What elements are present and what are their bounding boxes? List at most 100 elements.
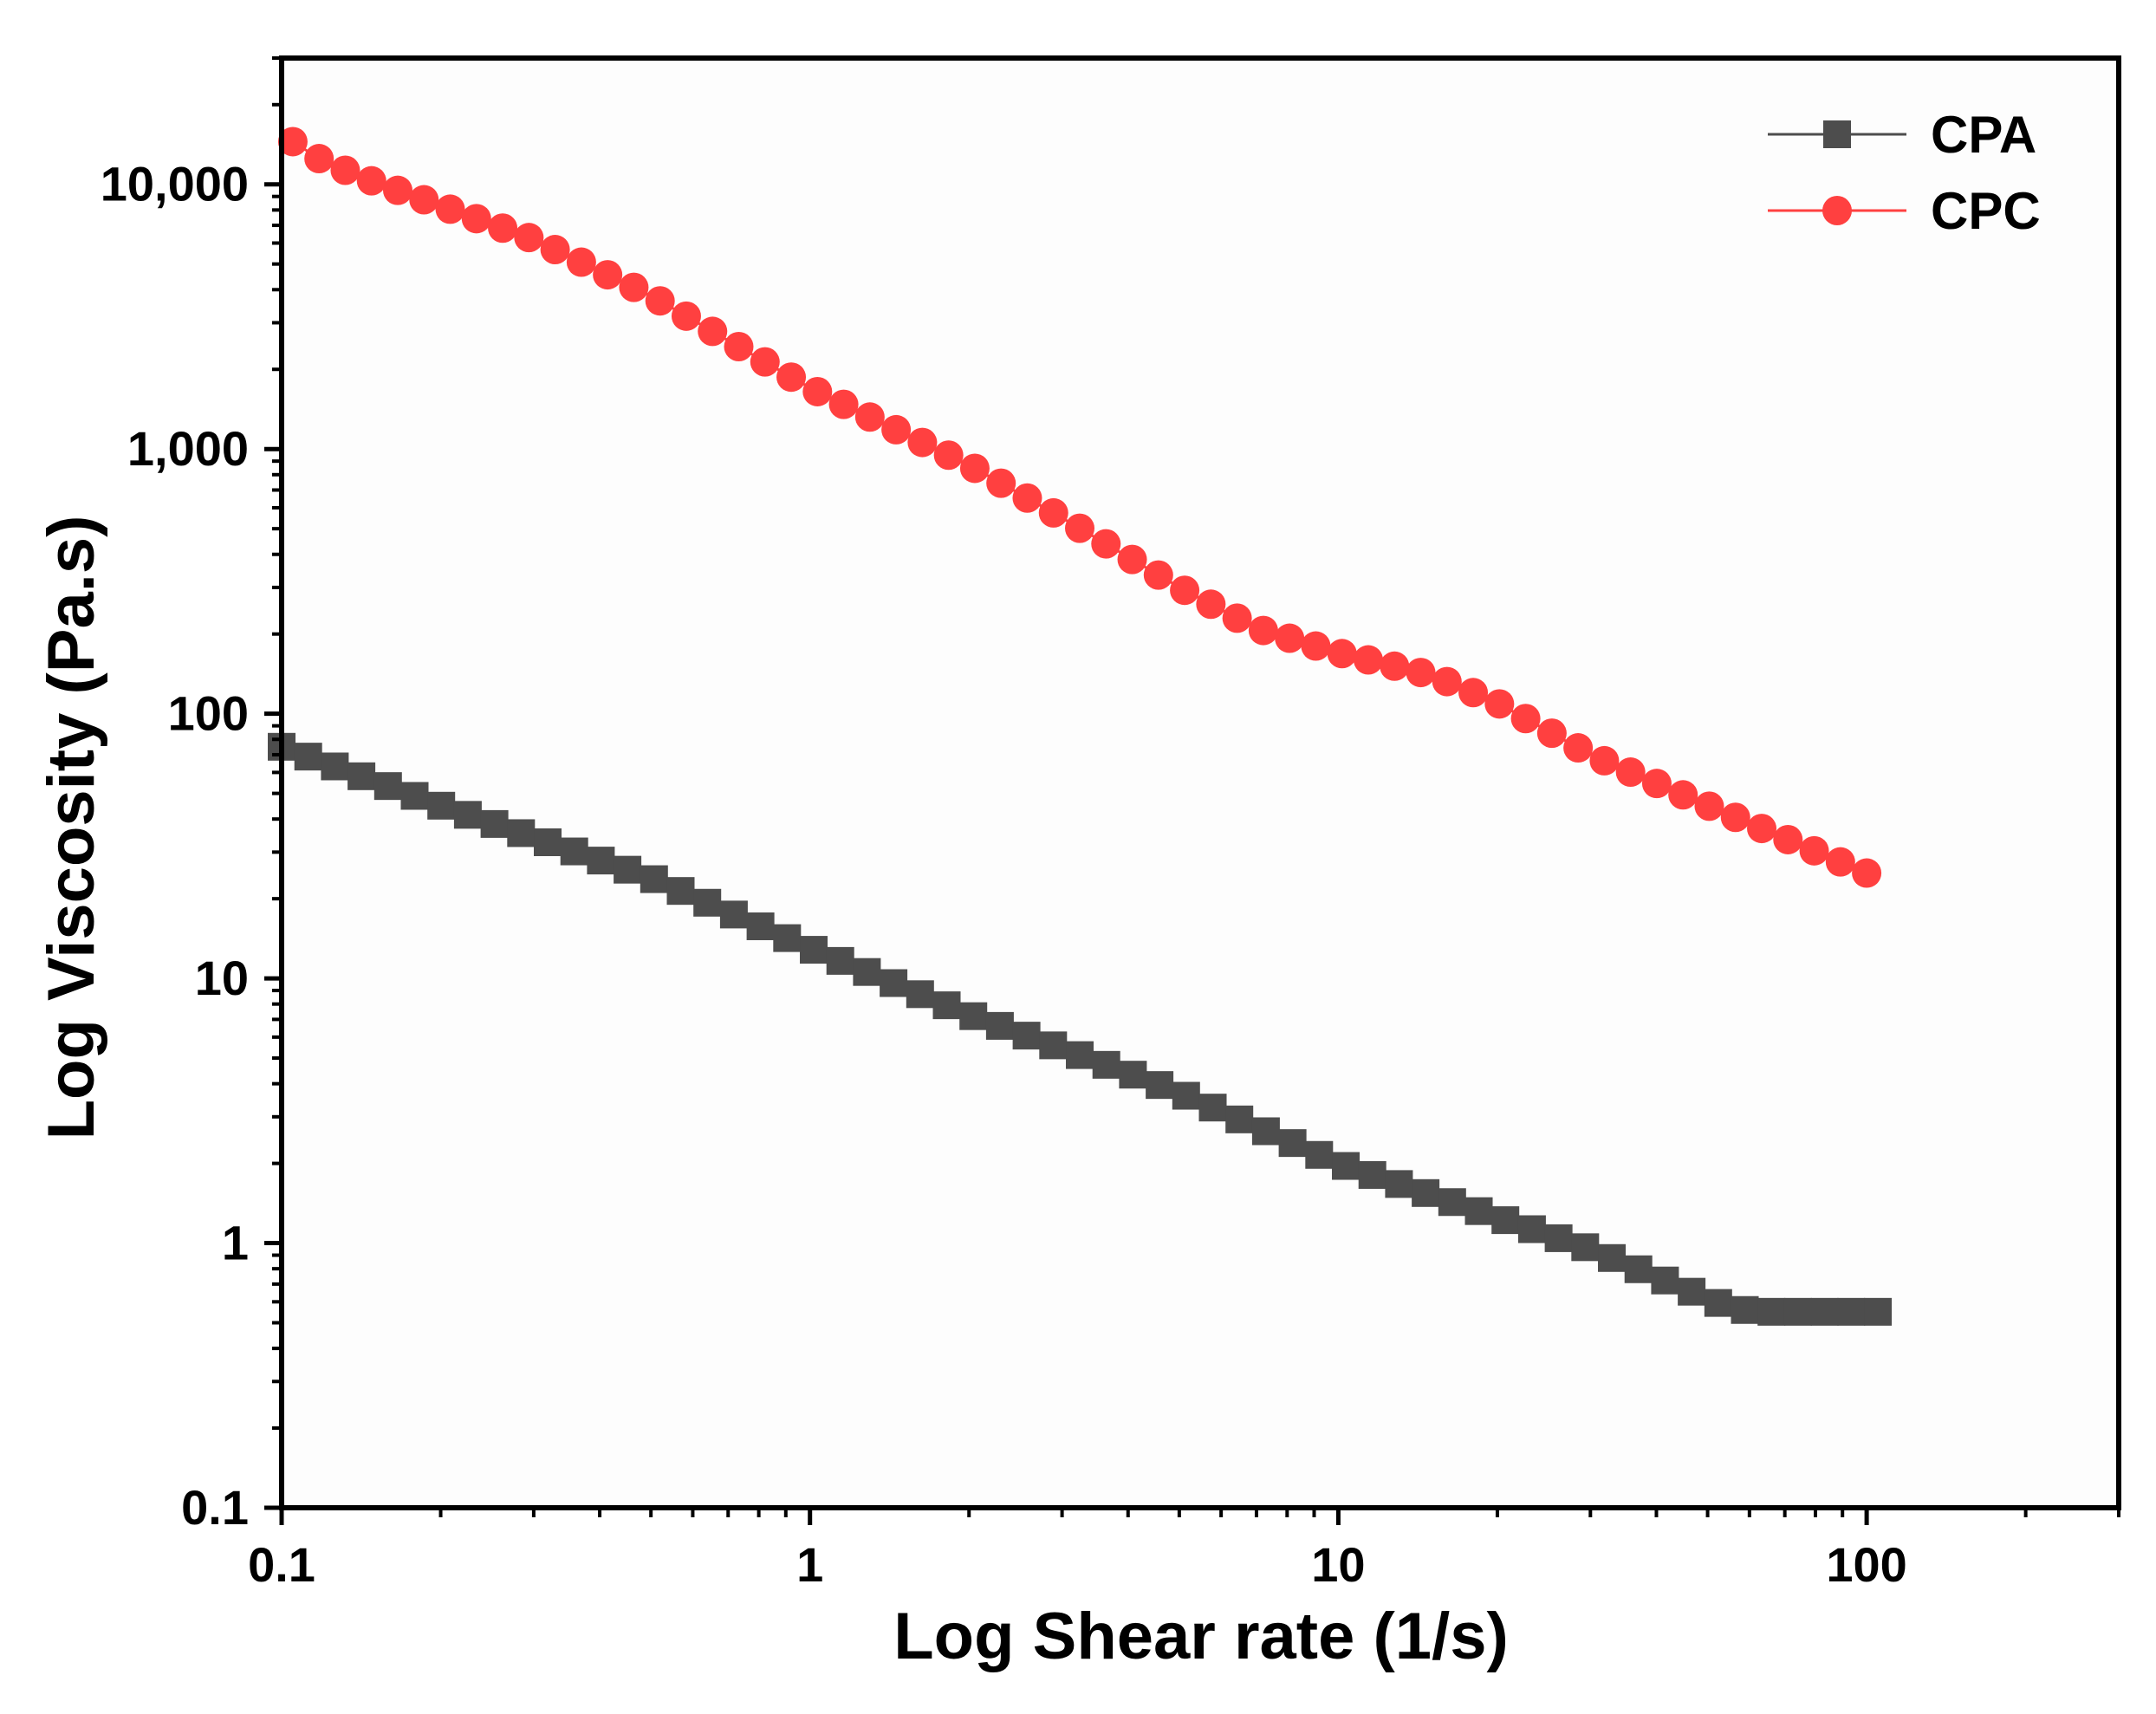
data-point-cpa bbox=[985, 1011, 1014, 1040]
plot-layer bbox=[268, 58, 2119, 1508]
legend: CPA CPC bbox=[1768, 106, 2041, 240]
y-tick-label: 10,000 bbox=[101, 157, 249, 211]
data-point-cpc bbox=[1615, 757, 1646, 788]
data-point-cpc bbox=[698, 316, 728, 347]
data-point-cpc bbox=[1484, 689, 1515, 719]
legend-label: CPC bbox=[1931, 182, 2041, 240]
data-point-cpa bbox=[534, 828, 562, 857]
data-point-cpa bbox=[1731, 1295, 1759, 1324]
data-point-cpa bbox=[666, 877, 695, 906]
data-point-cpa bbox=[959, 1002, 988, 1030]
data-point-cpa bbox=[1757, 1297, 1786, 1326]
data-point-cpa bbox=[1783, 1297, 1812, 1326]
legend-label: CPA bbox=[1931, 106, 2036, 164]
data-point-cpa bbox=[1332, 1152, 1360, 1180]
legend-item-cpc: CPC bbox=[1768, 182, 2041, 240]
series-cpc bbox=[277, 127, 1882, 888]
data-point-cpc bbox=[435, 194, 465, 224]
x-tick-label: 10 bbox=[1311, 1537, 1365, 1592]
data-point-cpa bbox=[1305, 1140, 1334, 1169]
data-point-cpa bbox=[800, 936, 828, 964]
data-point-cpc bbox=[1012, 483, 1042, 513]
data-point-cpa bbox=[640, 865, 668, 893]
data-point-cpa bbox=[1837, 1297, 1866, 1326]
data-point-cpc bbox=[881, 414, 912, 445]
data-point-cpc bbox=[1799, 835, 1829, 866]
data-point-cpa bbox=[560, 837, 588, 866]
data-point-cpc bbox=[1641, 769, 1672, 799]
legend-marker-cpc bbox=[1822, 196, 1852, 225]
data-point-cpc bbox=[1170, 575, 1200, 606]
data-point-cpc bbox=[1117, 544, 1147, 575]
data-point-cpc bbox=[593, 260, 623, 290]
data-point-cpc bbox=[1248, 615, 1278, 646]
data-point-cpc bbox=[1143, 560, 1173, 590]
data-point-cpc bbox=[1380, 651, 1410, 681]
data-point-cpc bbox=[1038, 497, 1068, 528]
data-point-cpc bbox=[1747, 814, 1777, 844]
data-point-cpa bbox=[1598, 1243, 1627, 1272]
data-point-cpc bbox=[1222, 603, 1252, 633]
data-point-cpa bbox=[1039, 1031, 1068, 1060]
y-axis-title: Log Viscosity (Pa.s) bbox=[35, 516, 108, 1140]
data-point-cpc bbox=[356, 166, 386, 196]
x-tick-label: 100 bbox=[1826, 1537, 1906, 1592]
data-point-cpc bbox=[1668, 780, 1698, 810]
data-point-cpa bbox=[453, 801, 482, 829]
data-point-cpc bbox=[540, 235, 570, 265]
data-point-cpc bbox=[828, 389, 859, 419]
data-point-cpa bbox=[1678, 1277, 1706, 1306]
data-point-cpc bbox=[566, 247, 596, 277]
data-point-cpc bbox=[776, 362, 807, 393]
data-point-cpa bbox=[614, 855, 642, 884]
x-tick-label: 0.1 bbox=[248, 1537, 315, 1592]
data-point-cpc bbox=[1773, 824, 1803, 854]
data-point-cpc bbox=[514, 223, 544, 253]
data-point-cpc bbox=[1510, 704, 1541, 734]
data-point-cpc bbox=[409, 185, 439, 215]
data-point-cpa bbox=[480, 809, 509, 838]
data-point-cpa bbox=[1092, 1050, 1120, 1079]
data-point-cpa bbox=[427, 791, 456, 820]
data-point-cpa bbox=[294, 743, 322, 771]
data-point-cpc bbox=[1327, 639, 1357, 669]
y-tick-label: 1,000 bbox=[127, 421, 249, 476]
data-point-cpa bbox=[1119, 1061, 1147, 1089]
data-point-cpc bbox=[959, 453, 990, 484]
data-point-cpc bbox=[1563, 733, 1594, 763]
data-point-cpc bbox=[802, 376, 833, 406]
data-point-cpc bbox=[750, 347, 780, 377]
data-point-cpa bbox=[1624, 1255, 1653, 1283]
data-point-cpa bbox=[1810, 1297, 1839, 1326]
data-point-cpc bbox=[330, 155, 360, 185]
data-point-cpa bbox=[719, 900, 748, 929]
data-point-cpa bbox=[693, 888, 722, 917]
data-point-cpa bbox=[347, 762, 376, 790]
data-point-cpa bbox=[880, 969, 908, 997]
data-point-cpc bbox=[933, 440, 964, 471]
data-point-cpa bbox=[826, 946, 854, 975]
data-point-cpa bbox=[1571, 1233, 1600, 1262]
data-point-cpa bbox=[1066, 1041, 1094, 1069]
data-point-cpc bbox=[1720, 802, 1750, 833]
data-point-cpc bbox=[645, 286, 675, 316]
data-point-cpc bbox=[854, 402, 885, 432]
data-point-cpa bbox=[1544, 1224, 1573, 1252]
data-point-cpa bbox=[507, 819, 536, 847]
data-point-cpa bbox=[373, 772, 402, 801]
data-point-cpa bbox=[587, 847, 615, 875]
series-cpa bbox=[268, 732, 1893, 1326]
data-point-cpc bbox=[277, 127, 308, 157]
data-point-cpc bbox=[1694, 791, 1724, 821]
data-point-cpa bbox=[1172, 1081, 1200, 1110]
data-point-cpc bbox=[461, 204, 491, 234]
data-point-cpc bbox=[671, 301, 701, 331]
data-point-cpa bbox=[773, 924, 802, 952]
data-point-cpc bbox=[1196, 589, 1226, 620]
data-point-cpc bbox=[907, 427, 938, 458]
data-point-cpa bbox=[1385, 1170, 1413, 1198]
data-point-cpc bbox=[1091, 529, 1121, 559]
data-point-cpc bbox=[382, 175, 412, 205]
